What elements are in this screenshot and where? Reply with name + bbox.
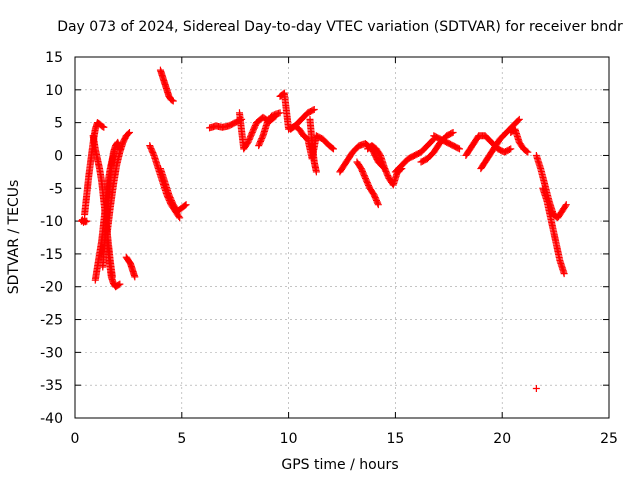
data-point-marker: [82, 218, 90, 226]
x-tick-label: 10: [280, 431, 298, 447]
data-point-marker: [182, 201, 190, 209]
data-point-marker: [561, 202, 569, 210]
y-tick-label: -30: [40, 345, 63, 361]
data-point-marker: [374, 199, 382, 207]
data-point-marker: [562, 201, 570, 209]
data-point-marker: [329, 145, 337, 153]
data-point-marker: [507, 145, 515, 153]
data-point-marker: [455, 145, 463, 153]
data-point-marker: [83, 217, 91, 225]
data-point-marker: [448, 129, 456, 137]
y-tick-label: -40: [40, 411, 63, 427]
data-point-marker: [169, 97, 177, 105]
y-axis-label: SDTVAR / TECUs: [6, 180, 22, 295]
x-axis-label: GPS time / hours: [281, 457, 398, 473]
data-point-marker: [116, 280, 124, 288]
y-tick-label: -20: [40, 280, 63, 296]
x-tick-label: 20: [493, 431, 511, 447]
data-point-marker: [99, 123, 107, 131]
data-point-marker: [276, 109, 284, 117]
data-point-marker: [181, 202, 189, 210]
data-point-marker: [310, 106, 318, 114]
data-point-marker: [168, 96, 176, 104]
data-point-marker: [515, 115, 523, 123]
data-point-marker: [176, 214, 184, 222]
y-tick-label: 5: [54, 116, 63, 132]
data-point-marker: [523, 147, 531, 155]
plot-frame: [74, 56, 610, 419]
grid: [75, 57, 609, 418]
data-point-marker: [524, 148, 532, 156]
data-point-marker: [124, 130, 132, 138]
data-point-marker: [454, 144, 462, 152]
x-tick-label: 15: [386, 431, 404, 447]
data-point-marker: [115, 281, 123, 289]
data-point-marker: [309, 106, 317, 114]
data-point-marker: [514, 116, 522, 124]
data-point-marker: [125, 128, 133, 136]
y-tick-label: 10: [45, 83, 63, 99]
y-tick-label: -35: [40, 378, 63, 394]
x-tick-label: 0: [71, 431, 80, 447]
data-point-marker: [328, 144, 336, 152]
data-point-marker: [560, 270, 568, 278]
x-tick-label: 25: [600, 431, 618, 447]
axes: 0 5 10 15 20 25 15 10 5 0 -5 -10 -15 -20 -25 -30 -35 -40: [40, 50, 618, 447]
data-markers: [77, 66, 570, 392]
y-tick-label: -10: [40, 214, 63, 230]
data-point-marker: [449, 128, 457, 136]
chart-title: Day 073 of 2024, Sidereal Day-to-day VTE…: [57, 19, 623, 35]
y-tick-label: -25: [40, 313, 63, 329]
data-point-marker: [532, 384, 540, 392]
y-tick-label: -15: [40, 247, 63, 263]
y-tick-label: 0: [54, 148, 63, 164]
y-tick-label: 15: [45, 50, 63, 66]
data-point-marker: [131, 273, 139, 281]
data-point-marker: [312, 168, 320, 176]
data-point-marker: [175, 212, 183, 220]
data-point-marker: [100, 123, 108, 131]
data-point-marker: [374, 201, 382, 209]
data-point-marker: [505, 146, 513, 154]
data-point-marker: [429, 136, 437, 144]
y-tick-label: -5: [49, 181, 63, 197]
x-tick-label: 5: [177, 431, 186, 447]
